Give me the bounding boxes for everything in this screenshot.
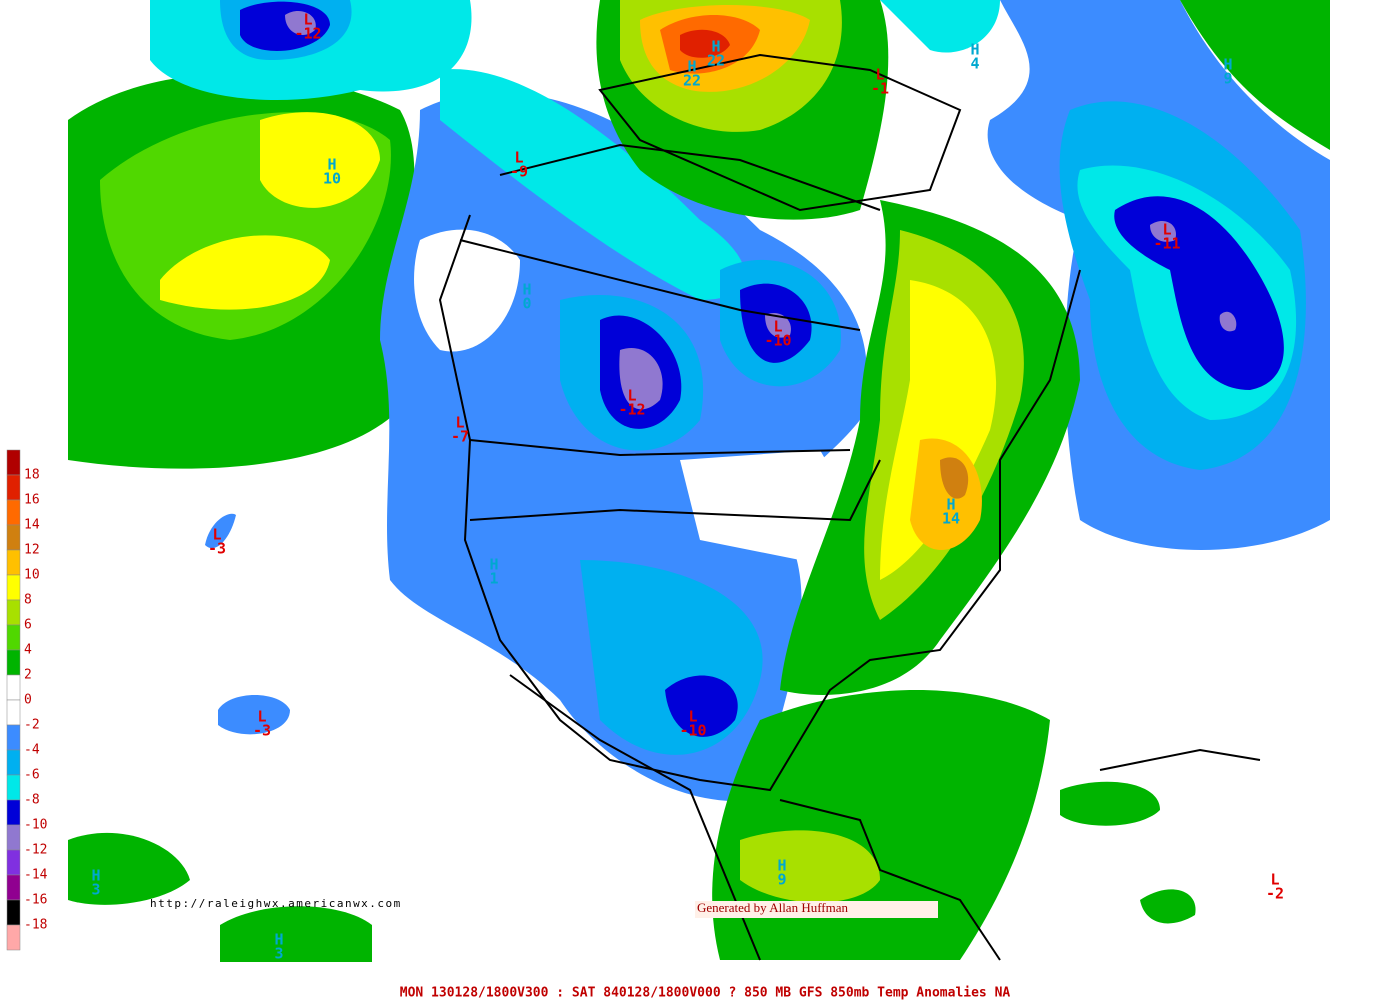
url: http://raleighwx.americanwx.com	[150, 897, 402, 910]
colorbar-swatch	[6, 574, 21, 601]
coastlines	[438, 53, 1261, 961]
colorbar-label: -6	[24, 768, 40, 783]
colorbar-label: -14	[24, 868, 48, 883]
center-kind: L	[627, 387, 636, 405]
center-value: -11	[1153, 235, 1180, 253]
colorbar-label: -18	[24, 918, 47, 933]
center-kind: H	[274, 931, 283, 949]
colorbar-swatch	[6, 449, 21, 476]
center-value: 0	[522, 295, 531, 313]
center-value: -10	[764, 332, 791, 350]
center-value: 3	[91, 881, 100, 899]
credit-box	[695, 901, 938, 918]
center-kind: L	[1270, 871, 1279, 889]
colorbar-swatch	[6, 499, 21, 526]
center-value: 10	[323, 170, 341, 188]
colorbar-label: 10	[24, 568, 40, 583]
center-value: -1	[871, 80, 889, 98]
colorbar-label: -4	[24, 743, 40, 758]
center-kind: H	[711, 38, 720, 56]
center-value: -3	[253, 722, 271, 740]
colorbar-label: 4	[24, 643, 32, 658]
colorbar-swatch	[6, 849, 21, 876]
center-kind: H	[489, 556, 498, 574]
center-value: 4	[970, 55, 979, 73]
center-kind: L	[455, 414, 464, 432]
colorbar-label: -16	[24, 893, 47, 908]
colorbar-label: 8	[24, 593, 32, 608]
center-value: 3	[274, 945, 283, 963]
center-value: -12	[294, 25, 321, 43]
colorbar-label: 16	[24, 493, 40, 508]
colorbar-swatch	[6, 524, 21, 551]
anomaly-shading	[68, 0, 1330, 962]
footer: MON 130128/1800V300 : SAT 840128/1800V00…	[400, 986, 1011, 1001]
center-kind: L	[212, 526, 221, 544]
center-value: 14	[942, 510, 960, 528]
center-kind: H	[687, 58, 696, 76]
colorbar-swatch	[6, 799, 21, 826]
center-value: -3	[208, 540, 226, 558]
colorbar-swatch	[6, 749, 21, 776]
colorbar: 18 16 14 12 10 8 6 4 2 0 -2 -4 -6 -8 -10 -12 -14 -16 -18	[6, 449, 48, 951]
center-kind: H	[946, 496, 955, 514]
colorbar-label: -12	[24, 843, 47, 858]
colorbar-swatch	[6, 674, 21, 701]
center-kind: L	[303, 11, 312, 29]
center-value: 22	[707, 52, 725, 70]
center-kind: L	[257, 708, 266, 726]
colorbar-swatch	[6, 924, 21, 951]
center-kind: L	[688, 708, 697, 726]
colorbar-label: 2	[24, 668, 32, 683]
colorbar-label: 0	[24, 693, 32, 708]
center-kind: H	[1223, 56, 1232, 74]
center-value: 22	[683, 72, 701, 90]
colorbar-swatch	[6, 899, 21, 926]
colorbar-swatch	[6, 549, 21, 576]
colorbar-swatch	[6, 649, 21, 676]
center-value: 9	[777, 871, 786, 889]
center-value: 1	[489, 570, 498, 588]
center-kind: L	[1162, 221, 1171, 239]
colorbar-label: 6	[24, 618, 32, 633]
colorbar-swatch	[6, 474, 21, 501]
center-kind: L	[514, 149, 523, 167]
colorbar-swatch	[6, 724, 21, 751]
center-kind: H	[327, 156, 336, 174]
credit: Generated by Allan Huffman	[697, 900, 849, 915]
center-value: -9	[510, 163, 528, 181]
colorbar-label: 18	[24, 468, 40, 483]
colorbar-swatch	[6, 774, 21, 801]
colorbar-swatch	[6, 599, 21, 626]
center-kind: L	[875, 66, 884, 84]
colorbar-swatch	[6, 874, 21, 901]
center-value: -10	[679, 722, 706, 740]
center-kind: H	[522, 281, 531, 299]
center-value: -2	[1266, 885, 1284, 903]
colorbar-swatch	[6, 699, 21, 726]
colorbar-label: -2	[24, 718, 40, 733]
center-kind: H	[777, 857, 786, 875]
colorbar-swatch	[6, 624, 21, 651]
colorbar-label: 12	[24, 543, 40, 558]
center-kind: H	[970, 41, 979, 59]
colorbar-label: -10	[24, 818, 47, 833]
colorbar-swatch	[6, 824, 21, 851]
colorbar-label: 14	[24, 518, 40, 533]
center-kind: H	[91, 867, 100, 885]
center-value: -7	[451, 428, 469, 446]
colorbar-label: -8	[24, 793, 40, 808]
center-kind: L	[773, 318, 782, 336]
center-value: -12	[618, 401, 645, 419]
center-value: 9	[1223, 70, 1232, 88]
